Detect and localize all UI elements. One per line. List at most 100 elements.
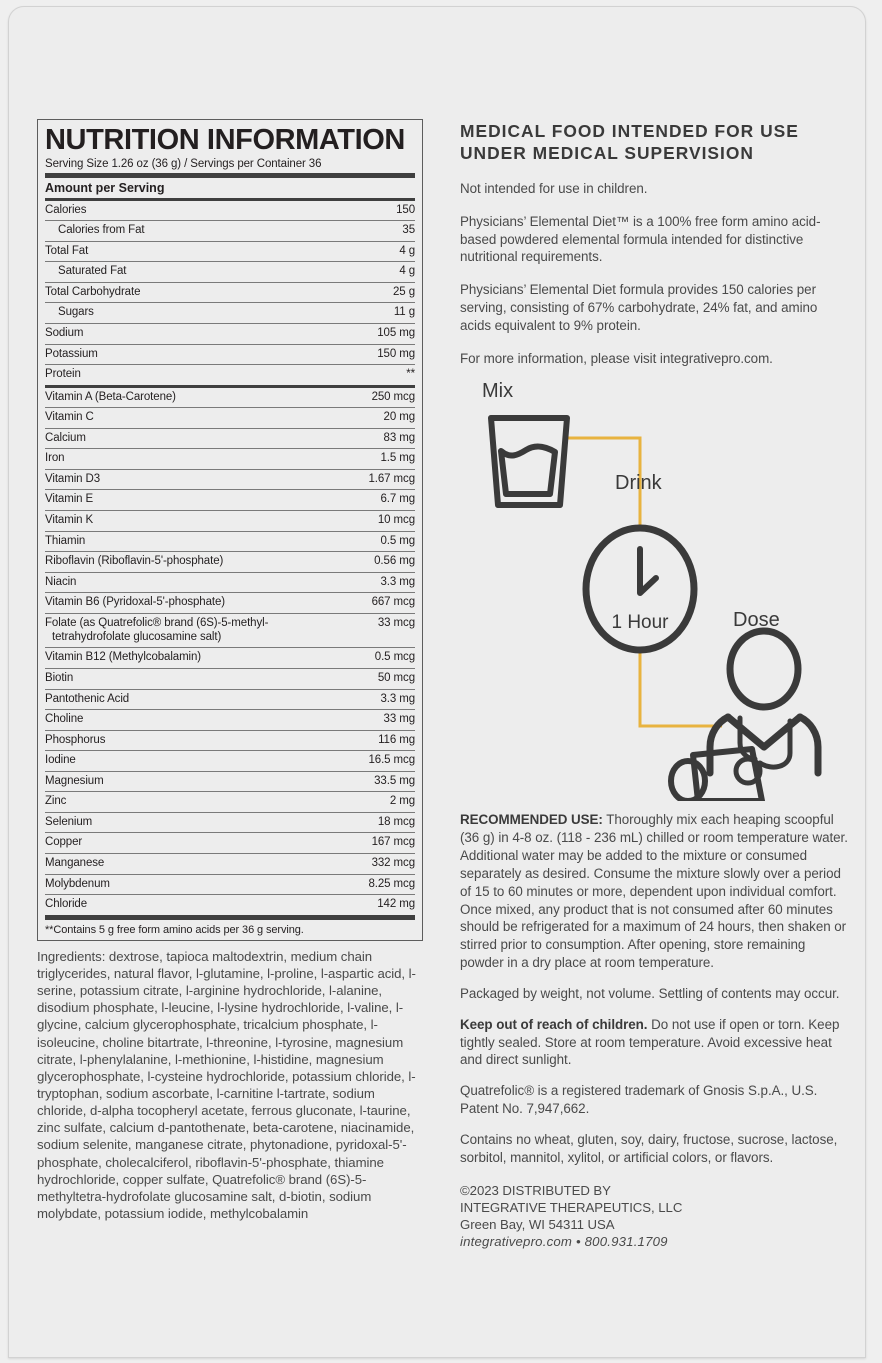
nutrition-row: Phosphorus 116 mg	[45, 731, 415, 751]
mix-label: Mix	[482, 381, 513, 402]
row-divider	[45, 667, 415, 669]
row-divider	[45, 853, 415, 855]
nutrient-name: Riboflavin (Riboflavin-5'-phosphate)	[45, 555, 224, 568]
nutrition-facts-panel: NUTRITION INFORMATION Serving Size 1.26 …	[37, 119, 423, 941]
divider-medium	[45, 197, 415, 201]
nutrient-value: 16.5 mcg	[368, 754, 415, 767]
nutrient-value: 8.25 mcg	[368, 877, 415, 890]
row-divider	[45, 510, 415, 512]
recommended-use-text: RECOMMENDED USE: Thoroughly mix each hea…	[460, 811, 850, 971]
nutrient-name: Copper	[45, 836, 83, 849]
nutrient-name: Calories from Fat	[58, 224, 145, 237]
nutrient-value: 25 g	[393, 285, 415, 298]
nutrition-row: Vitamin C 20 mg	[45, 408, 415, 428]
row-divider	[45, 750, 415, 752]
glass-icon	[488, 415, 570, 509]
nutrition-row: Vitamin E 6.7 mg	[45, 490, 415, 510]
trademark-text: Quatrefolic® is a registered trademark o…	[460, 1083, 818, 1117]
doctor-icon	[668, 627, 822, 802]
nutrition-row: Saturated Fat 4 g	[45, 262, 415, 282]
nutrient-name: Saturated Fat	[58, 265, 127, 278]
recommended-use-label: RECOMMENDED USE:	[460, 812, 603, 828]
nutrition-row: Vitamin B12 (Methylcobalamin) 0.5 mcg	[45, 648, 415, 668]
nutrient-value: 4 g	[399, 265, 415, 278]
nutrient-value: 3.3 mg	[380, 692, 415, 705]
nutrient-value: 2 mg	[389, 795, 415, 808]
city-line: Green Bay, WI 54311 USA	[460, 1216, 615, 1232]
nutrient-name: Magnesium	[45, 774, 104, 787]
nutrient-value: 33 mcg	[377, 616, 415, 629]
dose-label: Dose	[733, 609, 780, 631]
nutrition-row: Niacin 3.3 mg	[45, 573, 415, 593]
connector-mix-to-clock	[568, 436, 642, 529]
nutrient-name: Total Fat	[45, 244, 89, 257]
nutrient-value: 33.5 mg	[374, 774, 415, 787]
nutrient-name: Selenium	[45, 815, 93, 828]
usage-diagram: Mix Drink 1 Hour Dose	[460, 381, 850, 802]
nutrition-row: Chloride 142 mg	[45, 895, 415, 915]
row-divider	[45, 302, 415, 304]
nutrient-value: 0.5 mg	[380, 534, 415, 547]
medical-food-heading: MEDICAL FOOD INTENDED FOR USE UNDER MEDI…	[460, 121, 799, 163]
nutrient-value: 667 mcg	[371, 596, 416, 609]
row-divider	[45, 468, 415, 470]
row-divider	[45, 688, 415, 690]
nutrition-row: Total Carbohydrate 25 g	[45, 283, 415, 303]
page-title: NUTRITION INFORMATION	[45, 124, 405, 156]
row-divider	[45, 407, 415, 409]
nutrition-row: Vitamin A (Beta-Carotene) 250 mcg	[45, 388, 415, 408]
row-divider	[45, 770, 415, 772]
row-divider	[45, 832, 415, 834]
nutrient-name: Manganese	[45, 857, 105, 870]
nutrient-value: 150	[396, 203, 415, 216]
row-divider	[45, 592, 415, 594]
nutrition-row: Sodium 105 mg	[45, 324, 415, 344]
row-divider	[45, 873, 415, 875]
row-divider	[45, 530, 415, 532]
nutrition-row: Vitamin B6 (Pyridoxal-5'-phosphate) 667 m…	[45, 593, 415, 613]
connector-clock-to-dose	[638, 651, 722, 728]
nutrient-value: 150 mg	[377, 347, 415, 360]
product-description-text: Physicians’ Elemental Diet™ is a 100% fr…	[460, 213, 821, 265]
nutrient-value: 50 mcg	[377, 671, 415, 684]
left-column: NUTRITION INFORMATION Serving Size 1.26 …	[37, 119, 423, 1222]
packaged-by-weight-text: Packaged by weight, not volume. Settling…	[460, 985, 840, 1001]
nutrient-name: Iron	[45, 452, 65, 465]
nutrition-row: Folate (as Quatrefolic® brand (6S)-5-met…	[45, 614, 415, 648]
nutrient-value: 116 mg	[378, 733, 415, 746]
nutrient-value: 167 mcg	[371, 836, 416, 849]
footer-block: ©2023 DISTRIBUTED BY INTEGRATIVE THERAPE…	[460, 1182, 850, 1251]
nutrient-name: Biotin	[45, 671, 74, 684]
nutrient-name: Molybdenum	[45, 877, 110, 890]
nutrient-value: 142 mg	[377, 898, 415, 911]
nutrient-value: 6.7 mg	[380, 493, 415, 506]
nutrient-name: Protein	[45, 368, 81, 381]
row-divider	[45, 364, 415, 366]
nutrient-value: 0.56 mg	[374, 555, 415, 568]
nutrient-name: Vitamin K	[45, 514, 94, 527]
row-divider	[45, 240, 415, 242]
nutrition-row: Calcium 83 mg	[45, 429, 415, 449]
nutrition-row: Total Fat 4 g	[45, 242, 415, 262]
nutrient-name: Phosphorus	[45, 733, 106, 746]
nutrient-value: 83 mg	[383, 431, 416, 444]
drink-label: Drink	[615, 472, 663, 494]
contains-no-text: Contains no wheat, gluten, soy, dairy, f…	[460, 1131, 838, 1165]
row-divider	[45, 571, 415, 573]
contact-line: integrativepro.com • 800.931.1709	[460, 1234, 668, 1250]
nutrition-row: Molybdenum 8.25 mcg	[45, 875, 415, 895]
nutrient-value: 1.5 mg	[380, 452, 415, 465]
nutrition-row: Manganese 332 mcg	[45, 854, 415, 874]
nutrition-row: Choline 33 mg	[45, 710, 415, 730]
serving-size-text: Serving Size 1.26 oz (36 g) / Servings p…	[45, 157, 322, 170]
nutrient-name: Sugars	[58, 306, 94, 319]
row-divider	[45, 427, 415, 429]
nutrient-name: Iodine	[45, 754, 76, 767]
nutrition-row: Selenium 18 mcg	[45, 813, 415, 833]
macronutrient-rows: Calories 150 Calories from Fat 35 Total Fat 4…	[45, 201, 415, 385]
nutrient-value: **	[406, 368, 415, 381]
row-divider	[45, 709, 415, 711]
nutrient-name: Sodium	[45, 326, 84, 339]
row-divider	[45, 612, 415, 614]
nutrient-name: Thiamin	[45, 534, 86, 547]
